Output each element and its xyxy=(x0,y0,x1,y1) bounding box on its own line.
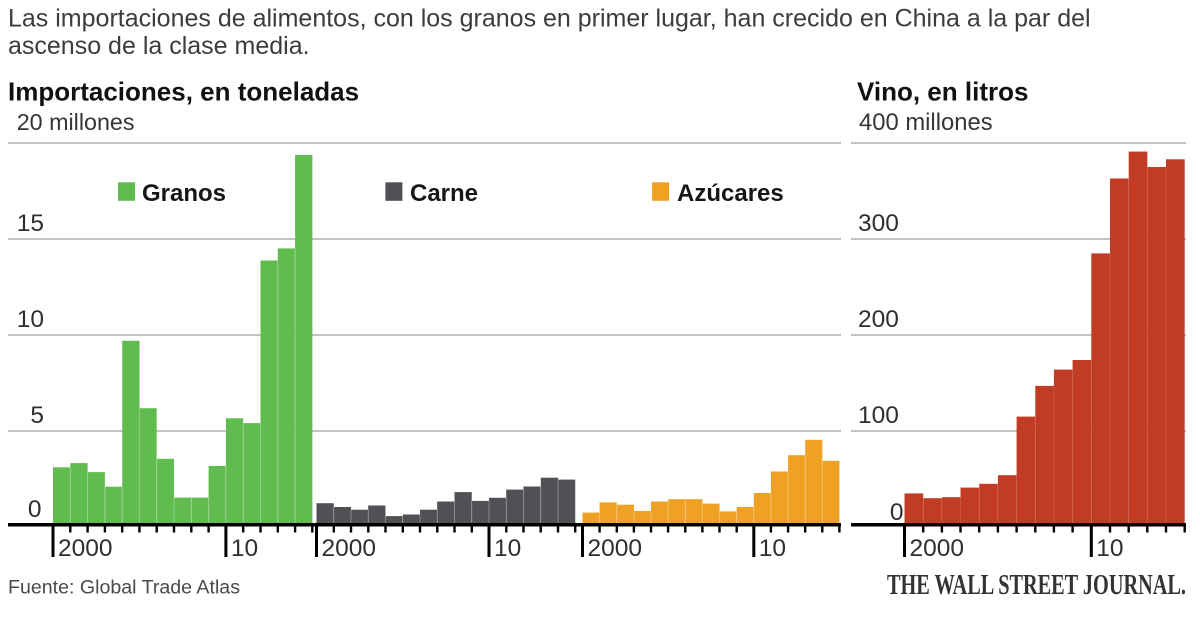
svg-text:2000: 2000 xyxy=(588,535,643,562)
svg-text:2000: 2000 xyxy=(322,535,377,562)
svg-text:10: 10 xyxy=(1096,535,1123,562)
svg-text:Granos: Granos xyxy=(142,180,226,207)
svg-text:Las importaciones de alimentos: Las importaciones de alimentos, con los … xyxy=(8,4,1091,32)
svg-text:Fuente: Global Trade Atlas: Fuente: Global Trade Atlas xyxy=(8,577,240,599)
svg-text:10: 10 xyxy=(17,306,44,333)
svg-text:200: 200 xyxy=(858,306,899,333)
svg-text:20 millones: 20 millones xyxy=(17,109,135,135)
svg-text:Importaciones, en toneladas: Importaciones, en toneladas xyxy=(8,77,359,107)
svg-text:300: 300 xyxy=(858,210,899,237)
svg-text:10: 10 xyxy=(494,535,521,562)
svg-text:100: 100 xyxy=(858,402,899,429)
svg-text:0: 0 xyxy=(890,499,904,526)
svg-text:400 millones: 400 millones xyxy=(859,109,993,136)
svg-text:5: 5 xyxy=(30,402,44,429)
svg-text:10: 10 xyxy=(231,535,258,562)
svg-text:Azúcares: Azúcares xyxy=(677,180,784,207)
svg-text:ascenso de la clase media.: ascenso de la clase media. xyxy=(8,32,310,60)
svg-text:2000: 2000 xyxy=(910,535,965,562)
svg-text:THE WALL STREET JOURNAL.: THE WALL STREET JOURNAL. xyxy=(887,570,1186,601)
svg-text:2000: 2000 xyxy=(58,535,113,562)
svg-text:0: 0 xyxy=(28,496,42,523)
svg-text:10: 10 xyxy=(759,535,786,562)
svg-text:15: 15 xyxy=(17,210,44,237)
svg-text:Carne: Carne xyxy=(410,180,478,207)
svg-text:Vino, en litros: Vino, en litros xyxy=(857,77,1028,107)
